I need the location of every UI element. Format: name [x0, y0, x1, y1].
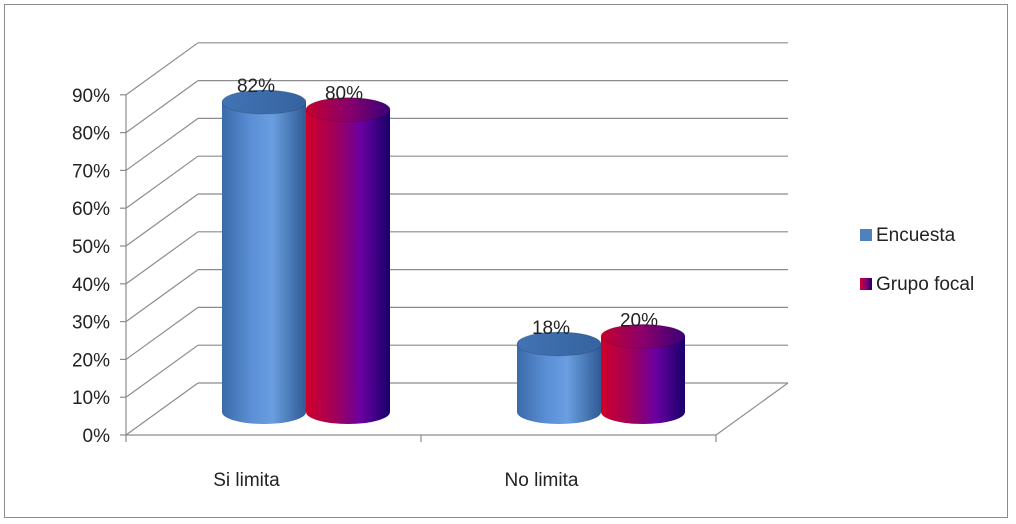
- bar-grupo-focal: [305, 97, 391, 424]
- y-tick-label: 90%: [72, 86, 110, 107]
- legend-swatch: [860, 278, 872, 290]
- bar-body: [222, 102, 306, 412]
- floor-right-edge: [715, 382, 789, 436]
- y-tick-label: 20%: [72, 350, 110, 371]
- y-tick-label: 50%: [72, 237, 110, 258]
- side-wall-gridline: [125, 193, 199, 247]
- y-tick-label: 30%: [72, 313, 110, 334]
- data-label: 82%: [237, 76, 275, 97]
- legend: Encuesta Grupo focal: [860, 225, 974, 295]
- data-label: 20%: [620, 310, 658, 331]
- side-wall-gridline: [125, 382, 199, 436]
- bar-encuesta: [516, 331, 602, 424]
- category-label: Si limita: [213, 470, 280, 491]
- side-wall-gridline: [125, 231, 199, 285]
- y-tick-label: 0%: [83, 426, 111, 447]
- side-wall-gridline: [125, 155, 199, 209]
- bars: [221, 89, 686, 424]
- legend-label: Encuesta: [876, 225, 956, 246]
- y-tick-label: 60%: [72, 199, 110, 220]
- side-wall-gridline: [125, 42, 199, 96]
- data-labels: 82% 80% 18% 20%: [237, 76, 658, 339]
- legend-swatch: [860, 229, 872, 241]
- category-labels: Si limita No limita: [213, 470, 579, 491]
- side-wall-gridline: [125, 80, 199, 134]
- y-tick-labels: 0% 10% 20% 30% 40% 50% 60% 70% 80% 90%: [72, 86, 110, 447]
- y-tick-label: 40%: [72, 275, 110, 296]
- y-tick-label: 70%: [72, 161, 110, 182]
- bar-encuesta: [221, 89, 307, 424]
- legend-label: Grupo focal: [876, 274, 974, 295]
- bar-body: [601, 336, 685, 412]
- side-wall-gridline: [125, 306, 199, 360]
- bar-body: [306, 109, 390, 412]
- side-wall-gridline: [125, 269, 199, 323]
- axes: [120, 94, 789, 442]
- bar-grupo-focal: [600, 323, 686, 424]
- y-tick-label: 10%: [72, 388, 110, 409]
- category-label: No limita: [505, 470, 579, 491]
- data-label: 80%: [325, 84, 363, 105]
- data-label: 18%: [532, 318, 570, 339]
- bar-top: [600, 323, 686, 349]
- legend-item: Grupo focal: [860, 274, 974, 295]
- side-wall-gridline: [125, 344, 199, 398]
- side-wall-gridline: [125, 117, 199, 171]
- y-tick-label: 80%: [72, 124, 110, 145]
- bar-top: [221, 89, 307, 115]
- chart-frame: [4, 4, 1008, 518]
- legend-item: Encuesta: [860, 225, 956, 246]
- bar-top: [305, 97, 391, 123]
